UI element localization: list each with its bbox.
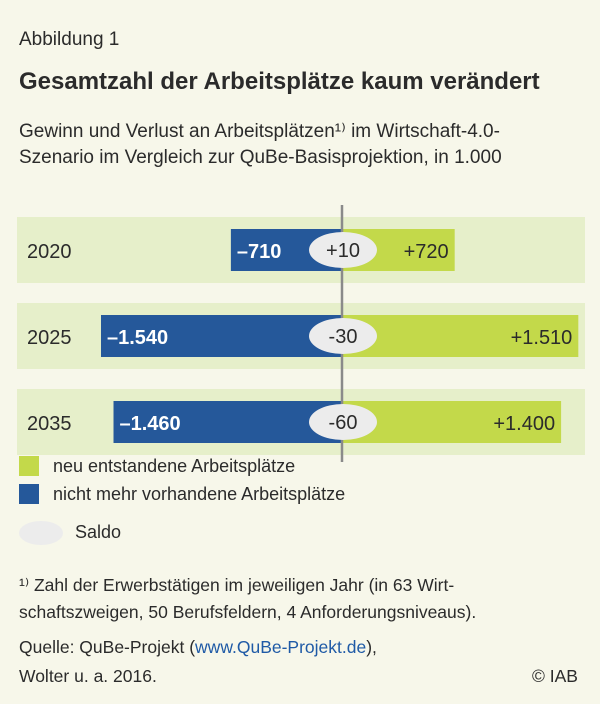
footnote-line2: schaftszweigen, 50 Berufsfeldern, 4 Anfo… <box>19 602 477 622</box>
chart-subtitle-line1: Gewinn und Verlust an Arbeitsplätzen¹⁾ i… <box>19 121 500 142</box>
legend-label-saldo: Saldo <box>75 522 122 542</box>
source-prefix: Quelle: QuBe-Projekt ( <box>19 637 196 657</box>
data-label-loss: –1.460 <box>120 413 181 435</box>
data-label-saldo: +10 <box>326 240 360 262</box>
data-label-loss: –1.540 <box>107 327 168 349</box>
bar-loss <box>100 315 343 357</box>
legend-swatch-saldo <box>19 521 63 545</box>
source-link[interactable]: www.QuBe-Projekt.de <box>195 637 367 657</box>
chart-title: Gesamtzahl der Arbeitsplätze kaum veränd… <box>19 68 540 95</box>
saldo-marker <box>309 232 377 268</box>
bar-gain <box>342 315 579 357</box>
legend-label-loss: nicht mehr vorhandene Arbeitsplätze <box>53 484 346 504</box>
saldo-marker <box>309 404 377 440</box>
legend-swatch-gain <box>19 456 39 476</box>
legend-swatch-loss <box>19 484 39 504</box>
category-label: 2025 <box>27 327 72 349</box>
category-label: 2020 <box>27 241 72 263</box>
copyright: © IAB <box>532 666 578 686</box>
bar-loss <box>113 401 342 443</box>
figure-label: Abbildung 1 <box>19 29 120 50</box>
bar-gain <box>342 401 562 443</box>
source-line2: Wolter u. a. 2016. <box>19 666 157 686</box>
saldo-marker <box>309 318 377 354</box>
footnote-line1: ¹⁾ Zahl der Erwerbstätigen im jeweiligen… <box>19 575 455 595</box>
data-label-gain: +1.510 <box>511 327 573 349</box>
data-label-saldo: -60 <box>329 412 358 434</box>
diverging-bar-chart: 2020 –710 +720 2025 –1.540 +1.510 2035 –1.460 +1… <box>17 205 585 462</box>
source-line1: Quelle: QuBe-Projekt (www.QuBe-Projekt.d… <box>19 637 377 658</box>
category-label: 2035 <box>27 413 72 435</box>
data-label-loss: –710 <box>237 241 282 263</box>
legend-label-gain: neu entstandene Arbeitsplätze <box>53 456 296 476</box>
data-label-saldo: -30 <box>329 326 358 348</box>
data-label-gain: +720 <box>404 241 449 263</box>
source-suffix: ), <box>366 637 377 657</box>
data-label-gain: +1.400 <box>493 413 555 435</box>
chart-subtitle-line2: Szenario im Vergleich zur QuBe-Basisproj… <box>19 147 502 168</box>
